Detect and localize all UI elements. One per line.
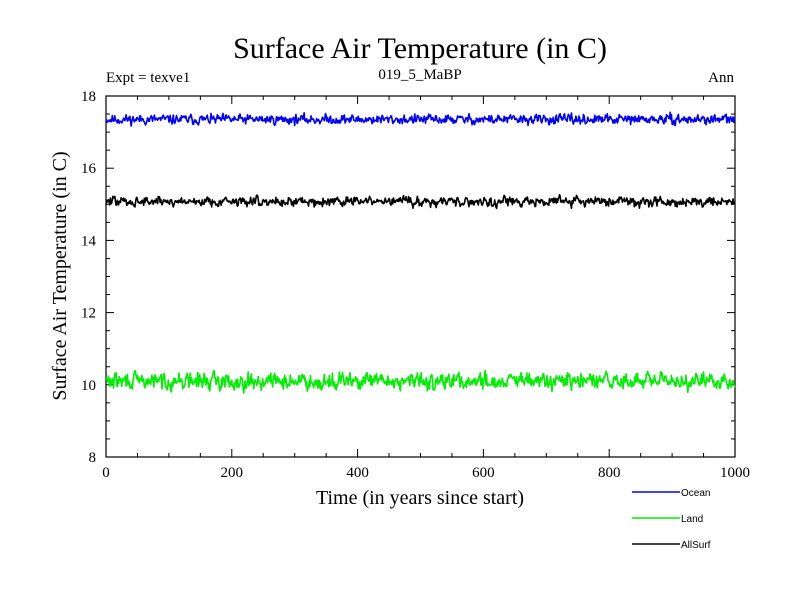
legend-label-ocean: Ocean [681,488,710,499]
series-line-land [105,369,736,394]
y-tick-label: 18 [81,89,96,105]
x-axis-label: Time (in years since start) [316,487,524,509]
season-label: Ann [708,70,734,86]
x-tick-label: 200 [221,465,244,481]
y-axis-ticks: 8 10 12 14 16 18 [81,89,735,466]
chart-title: Surface Air Temperature (in C) [233,32,607,65]
experiment-label: Expt = texve1 [106,70,190,86]
x-tick-label: 800 [598,465,621,481]
minor-ticks [106,96,735,457]
legend-label-allsurf: AllSurf [681,540,711,551]
x-tick-label: 400 [346,465,369,481]
y-tick-label: 16 [81,161,97,177]
x-tick-label: 0 [102,465,110,481]
x-axis-ticks: 0 200 400 600 800 1000 [102,96,750,481]
y-tick-label: 10 [81,378,96,394]
series-line-ocean [105,111,736,127]
series-line-allsurf [105,193,736,210]
y-tick-label: 12 [81,306,96,322]
y-tick-label: 8 [89,450,97,466]
legend: Ocean Land AllSurf [632,488,711,551]
x-tick-label: 600 [472,465,495,481]
x-tick-label: 1000 [720,465,750,481]
y-tick-label: 14 [81,233,97,249]
legend-label-land: Land [681,514,703,525]
y-axis-label: Surface Air Temperature (in C) [49,151,71,400]
plot-frame [105,95,736,458]
series-lines [105,111,736,394]
run-label: 019_5_MaBP [378,67,461,83]
plot-area: 0 200 400 600 800 1000 8 10 12 14 16 18 [81,89,750,481]
